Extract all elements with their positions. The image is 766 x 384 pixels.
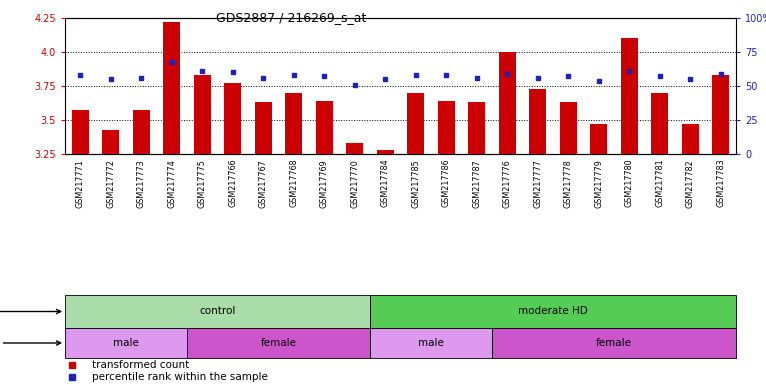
Bar — [286, 93, 302, 154]
Bar — [346, 143, 363, 154]
Bar — [408, 93, 424, 154]
Text: GDS2887 / 216269_s_at: GDS2887 / 216269_s_at — [216, 12, 366, 25]
Bar — [377, 150, 394, 154]
Bar — [468, 102, 485, 154]
Bar — [499, 52, 516, 154]
Text: male: male — [113, 338, 139, 348]
Bar — [187, 328, 370, 358]
Bar — [560, 102, 577, 154]
Bar — [194, 75, 211, 154]
Bar — [255, 102, 272, 154]
Bar — [163, 22, 180, 154]
Bar — [65, 295, 370, 328]
Bar — [492, 328, 736, 358]
Bar — [316, 101, 332, 154]
Bar — [529, 89, 546, 154]
Text: female: female — [596, 338, 632, 348]
Bar — [370, 295, 736, 328]
Text: control: control — [199, 306, 236, 316]
Bar — [72, 111, 89, 154]
Bar — [712, 75, 729, 154]
Bar — [682, 124, 699, 154]
Text: transformed count: transformed count — [92, 360, 189, 370]
Text: female: female — [260, 338, 296, 348]
Bar — [224, 83, 241, 154]
Text: disease state: disease state — [0, 306, 61, 316]
Bar — [65, 328, 187, 358]
Bar — [651, 93, 668, 154]
Bar — [370, 328, 492, 358]
Text: percentile rank within the sample: percentile rank within the sample — [92, 372, 267, 382]
Bar — [438, 101, 455, 154]
Text: male: male — [418, 338, 444, 348]
Text: gender: gender — [0, 338, 61, 348]
Bar — [591, 124, 607, 154]
Bar — [621, 38, 637, 154]
Bar — [103, 129, 119, 154]
Bar — [133, 111, 149, 154]
Text: moderate HD: moderate HD — [518, 306, 588, 316]
